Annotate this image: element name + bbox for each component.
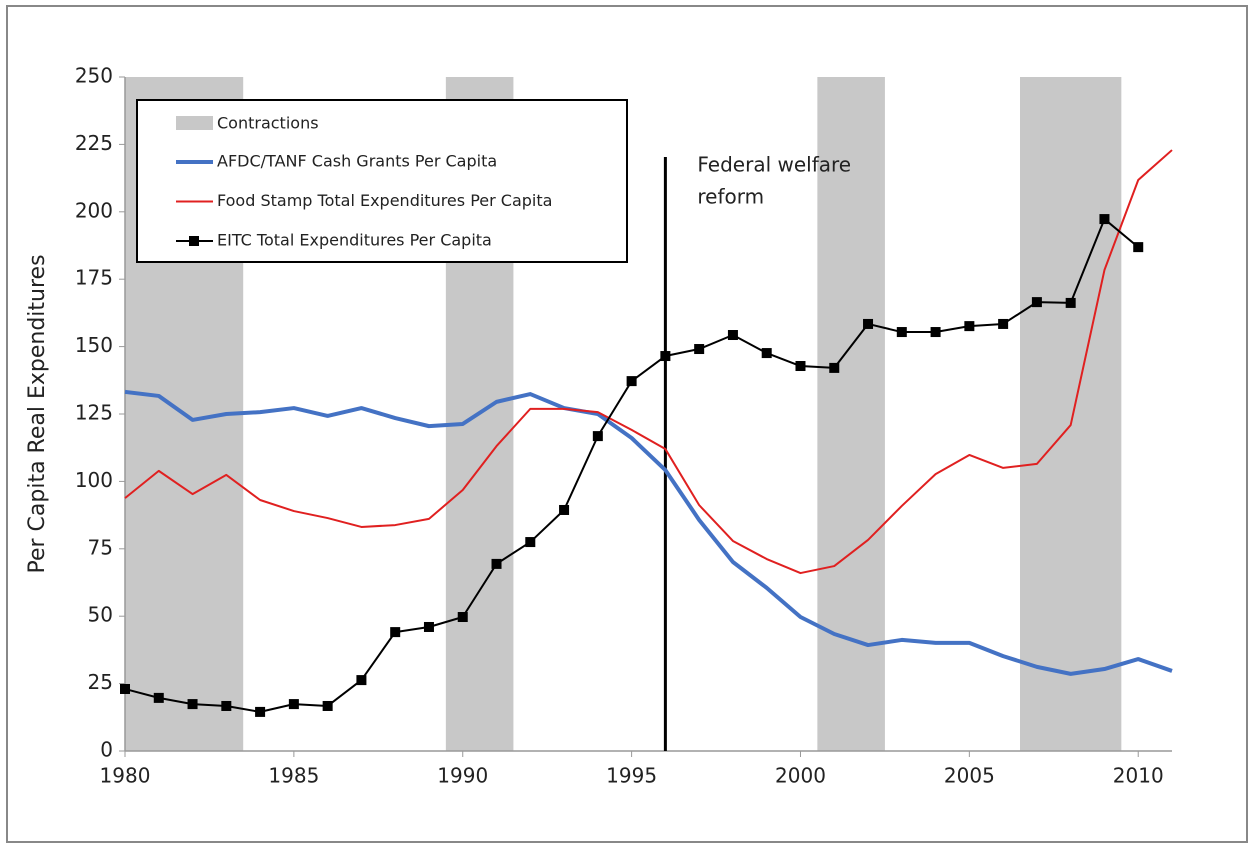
y-tick-label: 225 [75,131,113,155]
series-marker [1065,297,1076,308]
y-tick-label: 175 [75,266,113,290]
series-marker [322,700,333,711]
y-tick-label: 200 [75,198,113,222]
series-marker [998,318,1009,329]
x-tick-label: 1985 [268,764,319,788]
y-tick-label: 0 [100,738,113,762]
y-tick-label: 100 [75,468,113,492]
series-marker [592,431,603,442]
legend-swatch [176,116,213,130]
series-marker [187,699,198,710]
series-marker [525,537,536,548]
legend-marker [189,236,199,246]
annotation: Federal welfare [697,153,851,177]
series-line [124,389,1173,676]
legend-label: EITC Total Expenditures Per Capita [217,231,492,250]
legend-label: AFDC/TANF Cash Grants Per Capita [217,152,497,171]
legend-label: Contractions [217,114,319,133]
y-axis-label: Per Capita Real Expenditures [25,254,50,573]
series-marker [1031,297,1042,308]
contraction-band [817,77,885,751]
y-tick-label: 125 [75,401,113,425]
series-marker [930,327,941,338]
y-tick-label: 50 [88,603,113,627]
y-tick-label: 25 [88,670,113,694]
series-marker [491,558,502,569]
y-tick-label: 75 [88,535,113,559]
series-marker [390,627,401,638]
x-tick-label: 2000 [775,764,826,788]
series-marker [288,699,299,710]
series-marker [795,361,806,372]
series-marker [626,376,637,387]
series-marker [1133,242,1144,253]
y-tick-label: 150 [75,333,113,357]
series-marker [356,675,367,686]
series-marker [829,362,840,373]
x-tick-label: 1995 [606,764,657,788]
contraction-band [1020,77,1122,751]
series-marker [1099,214,1110,225]
series-marker [964,321,975,332]
y-tick-label: 250 [75,64,113,88]
series-marker [255,706,266,717]
series-marker [221,700,232,711]
series-line [124,149,1173,575]
x-tick-label: 2010 [1113,764,1164,788]
legend-box [136,99,628,263]
series-marker [727,330,738,341]
series-marker [120,683,130,694]
series-marker [896,327,907,338]
x-tick-label: 1990 [437,764,488,788]
series-marker [863,318,874,329]
series-marker [423,621,434,632]
annotation: reform [697,185,764,209]
x-tick-label: 2005 [944,764,995,788]
series-marker [694,344,705,355]
series-marker [559,504,570,515]
legend-label: Food Stamp Total Expenditures Per Capita [217,191,552,210]
series-marker [660,351,671,362]
x-tick-label: 1980 [100,764,151,788]
series-marker [153,692,164,703]
series-marker [761,348,772,359]
series-marker [457,612,468,623]
